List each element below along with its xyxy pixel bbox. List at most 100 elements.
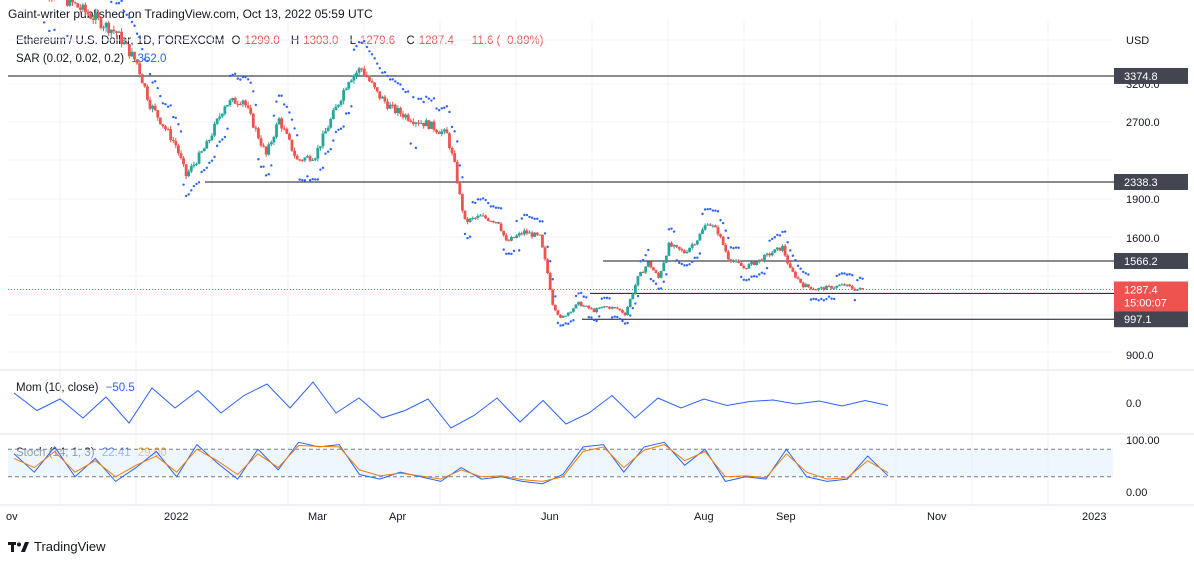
sar-dot (740, 275, 743, 279)
sar-dot (680, 262, 684, 266)
candle-body (424, 120, 428, 127)
sar-dot (110, 0, 113, 4)
candle-body (837, 285, 841, 287)
sar-dot (783, 230, 787, 233)
candle-body (476, 215, 480, 218)
candle-body (515, 235, 519, 238)
sar-dot (406, 90, 410, 93)
candle-body (171, 140, 175, 142)
tradingview-logo-icon (8, 541, 29, 552)
sar-dot (812, 297, 815, 301)
sar-dot (249, 81, 252, 84)
candle-body (510, 237, 513, 241)
candle-body (96, 13, 100, 18)
candle-body (213, 123, 216, 136)
candle-body (721, 236, 725, 245)
candle-body (275, 124, 278, 137)
sar-dot (241, 75, 245, 79)
sar-dot (115, 2, 118, 5)
sar-dot (561, 324, 565, 327)
sar-dot (567, 322, 570, 326)
candle-body (572, 308, 575, 312)
sar-dot (252, 90, 255, 93)
candle-body (316, 147, 320, 159)
sar-label[interactable]: SAR (0.02, 0.02, 0.2) (16, 53, 125, 65)
sar-dot (672, 230, 676, 233)
sar-dot (161, 102, 165, 105)
time-axis-tick: Apr (389, 511, 406, 523)
candle-body (649, 261, 653, 268)
sar-dot (345, 112, 348, 115)
sar-dot (492, 205, 495, 208)
symbol-name[interactable]: Ethereum / U.S. Dollar, 1D, FOREXCOM (16, 35, 225, 47)
candle-body (197, 152, 201, 164)
candle-body (719, 234, 722, 237)
candle-body (293, 150, 296, 156)
sar-dot (530, 216, 534, 219)
candle-body (814, 289, 818, 291)
level-tag (1114, 67, 1188, 84)
sar-dot (541, 220, 544, 223)
sar-dot (350, 105, 353, 108)
tradingview-logo[interactable]: TradingView (8, 539, 106, 554)
sar-dot (750, 275, 753, 278)
candle-body (112, 29, 116, 32)
sar-dot (737, 246, 740, 249)
candle-body (489, 220, 493, 222)
candle-body (81, 4, 85, 10)
sar-dot (851, 274, 854, 277)
time-axis-tick: Nov (927, 511, 947, 523)
sar-dot (197, 181, 201, 184)
candle-body (729, 259, 733, 262)
candle-body (861, 288, 864, 290)
sar-dot (706, 208, 709, 211)
sar-dot (363, 39, 366, 43)
sar-dot (512, 249, 516, 253)
candle-body (621, 310, 624, 313)
sar-dot (742, 278, 746, 281)
candle-body (249, 107, 253, 114)
candle-body (445, 129, 449, 134)
mom-label[interactable]: Mom (10, close) (16, 382, 99, 394)
candle-body (109, 29, 113, 34)
sar-dot (295, 134, 299, 137)
sar-dot (360, 41, 363, 44)
last-price-countdown: 15:00:07 (1124, 298, 1167, 310)
sar-dot (314, 178, 317, 181)
sar-dot (208, 161, 211, 165)
sar-dot (148, 72, 152, 76)
sar-dot (843, 272, 846, 275)
time-axis-tick: 2023 (1082, 511, 1106, 523)
sar-dot (794, 259, 797, 262)
sar-dot (688, 263, 691, 266)
candle-body (825, 285, 828, 290)
sar-dot (623, 322, 627, 325)
sar-dot (125, 13, 128, 17)
sar-dot (585, 296, 588, 299)
candle-body (411, 121, 415, 124)
candle-body (450, 148, 454, 154)
sar-dot (458, 164, 462, 167)
sar-dot (316, 178, 320, 181)
candle-body (610, 307, 614, 309)
candle-body (298, 159, 302, 161)
sar-dot (665, 273, 668, 276)
candle-body (757, 259, 761, 262)
sar-dot (820, 297, 823, 301)
candle-body (378, 91, 382, 99)
candle-body (321, 133, 325, 147)
candle-body (195, 163, 198, 165)
candle-body (533, 232, 537, 237)
sar-dot (481, 197, 485, 200)
candle-body (685, 251, 689, 254)
sar-dot (789, 249, 792, 252)
sar-dot (352, 48, 356, 51)
candle-body (613, 307, 617, 309)
price-axis-tick: 1600.0 (1126, 233, 1160, 245)
sar-dot (399, 83, 402, 86)
sar-dot (468, 235, 472, 238)
sar-dot (347, 111, 350, 115)
sar-dot (375, 62, 379, 65)
candle-body (559, 315, 562, 318)
